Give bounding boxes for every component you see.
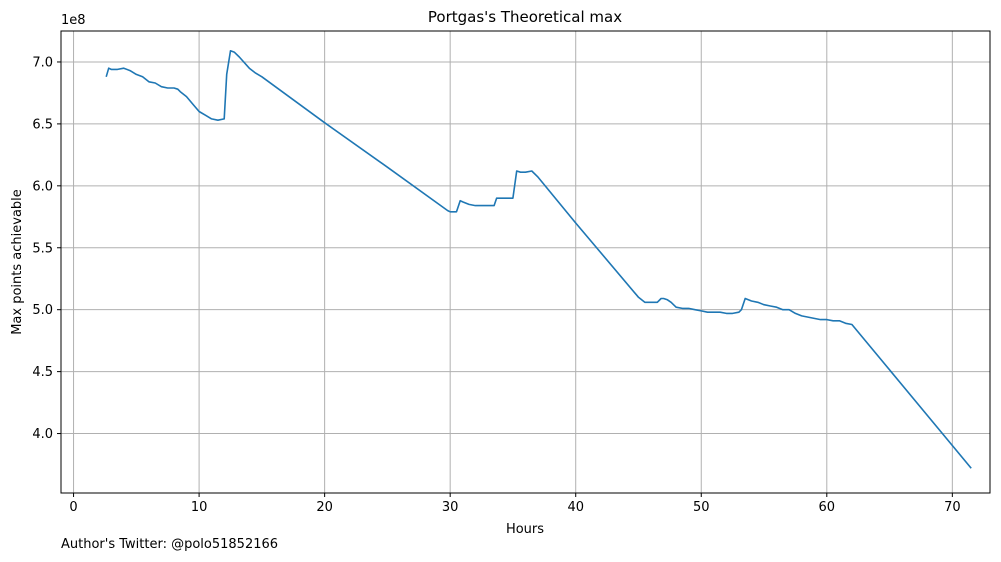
x-tick-label: 60 bbox=[819, 500, 836, 515]
series-line-group bbox=[105, 49, 972, 469]
author-note: Author's Twitter: @polo51852166 bbox=[61, 537, 279, 552]
x-tick-label: 0 bbox=[69, 500, 77, 515]
y-axis: 4.0 4.5 5.0 5.5 6.0 6.5 7.0 bbox=[32, 55, 61, 442]
series-line bbox=[105, 49, 972, 469]
y-axis-label: Max points achievable bbox=[10, 189, 25, 335]
y-tick-label: 6.0 bbox=[32, 179, 53, 194]
y-tick-label: 5.0 bbox=[32, 303, 53, 318]
y-axis-scale-label: 1e8 bbox=[61, 13, 86, 28]
y-tick-label: 4.5 bbox=[32, 365, 53, 380]
y-tick-label: 6.5 bbox=[32, 117, 53, 132]
plot-frame bbox=[60, 30, 991, 494]
y-tick-label: 5.5 bbox=[32, 241, 53, 256]
y-tick-label: 7.0 bbox=[32, 55, 53, 70]
y-tick-label: 4.0 bbox=[32, 427, 53, 442]
x-tick-label: 10 bbox=[191, 500, 208, 515]
x-axis-label: Hours bbox=[506, 522, 544, 537]
grid-lines bbox=[61, 31, 990, 493]
x-tick-label: 40 bbox=[567, 500, 584, 515]
x-tick-label: 30 bbox=[442, 500, 459, 515]
x-tick-label: 70 bbox=[944, 500, 961, 515]
chart-title: Portgas's Theoretical max bbox=[428, 8, 622, 26]
x-axis: 0 10 20 30 40 50 60 70 bbox=[69, 493, 961, 515]
x-tick-label: 50 bbox=[693, 500, 710, 515]
x-tick-label: 20 bbox=[316, 500, 333, 515]
